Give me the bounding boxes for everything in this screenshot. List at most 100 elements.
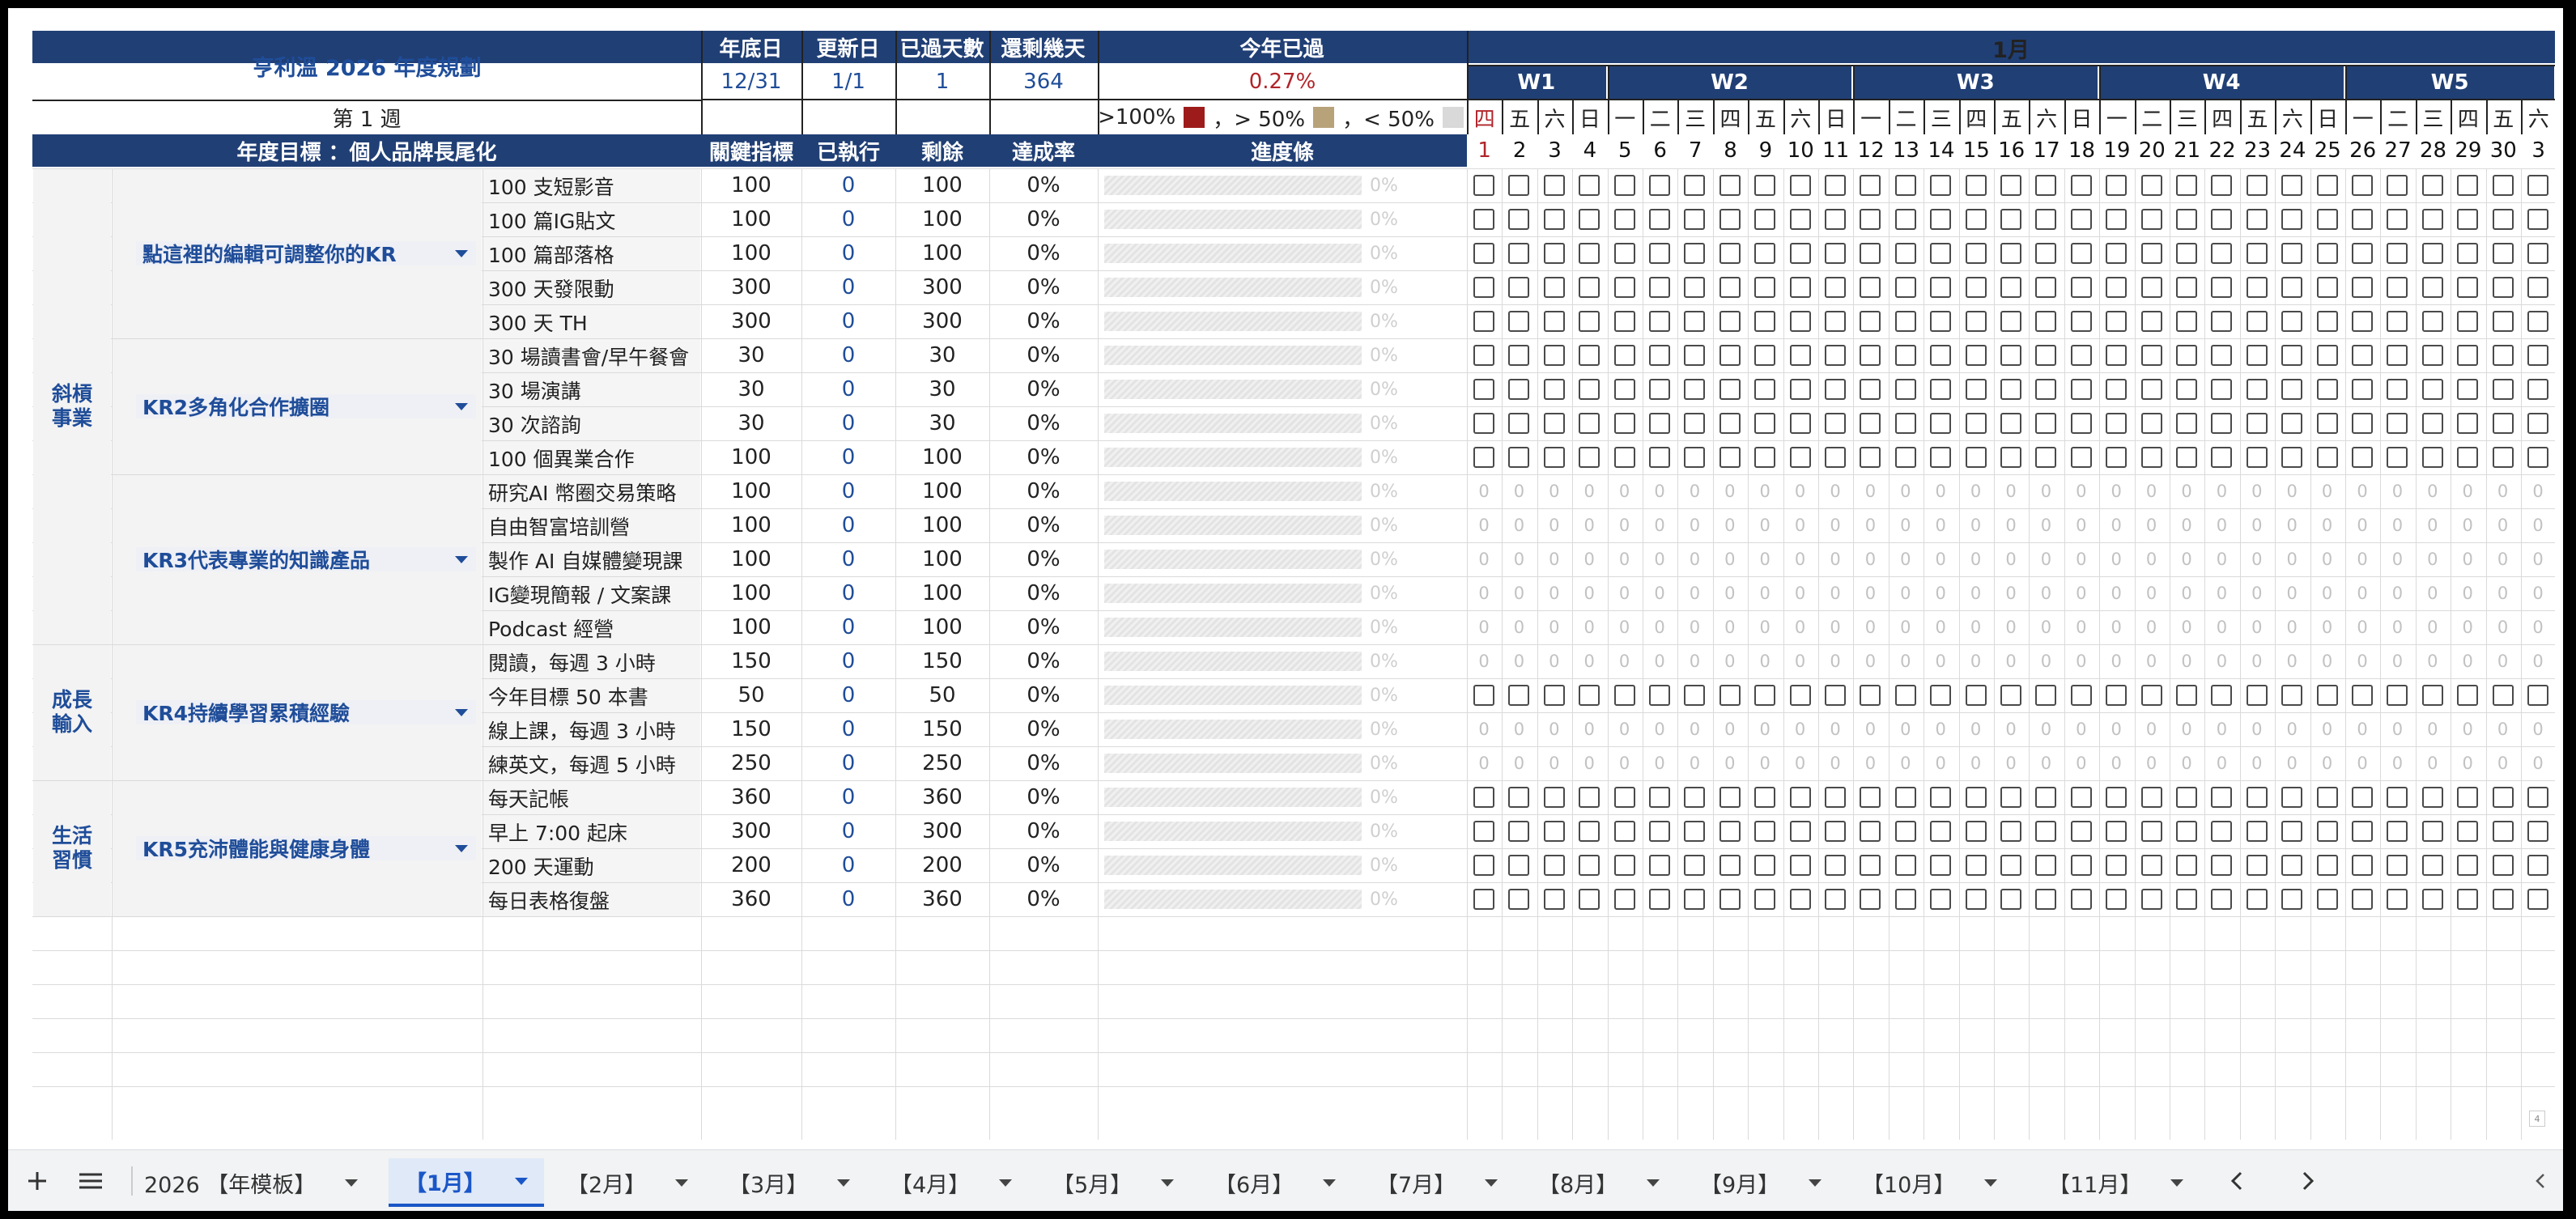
day-value[interactable]: 0 xyxy=(2005,652,2017,671)
day-checkbox[interactable] xyxy=(2176,277,2197,298)
day-value[interactable]: 0 xyxy=(2427,482,2438,501)
day-checkbox[interactable] xyxy=(1613,413,1635,434)
day-checkbox[interactable] xyxy=(2176,821,2197,842)
day-value[interactable]: 0 xyxy=(1513,584,1525,603)
day-value[interactable]: 0 xyxy=(1689,720,1701,739)
day-checkbox[interactable] xyxy=(2421,447,2443,468)
day-value[interactable]: 0 xyxy=(1724,754,1736,773)
day-checkbox[interactable] xyxy=(1965,175,1987,196)
day-value[interactable]: 0 xyxy=(2111,516,2122,535)
day-checkbox[interactable] xyxy=(1860,889,1881,910)
day-value[interactable]: 0 xyxy=(2532,754,2544,773)
day-checkbox[interactable] xyxy=(1894,379,1916,400)
day-checkbox[interactable] xyxy=(2387,277,2408,298)
day-checkbox[interactable] xyxy=(2035,889,2057,910)
day-checkbox[interactable] xyxy=(2316,379,2338,400)
day-checkbox[interactable] xyxy=(1789,787,1811,808)
day-value[interactable]: 0 xyxy=(1864,516,1877,535)
day-checkbox[interactable] xyxy=(2106,379,2128,400)
day-value[interactable]: 0 xyxy=(2145,482,2157,501)
day-checkbox[interactable] xyxy=(2316,413,2338,434)
chevron-down-icon[interactable] xyxy=(455,402,468,410)
day-checkbox[interactable] xyxy=(1894,311,1916,332)
day-checkbox[interactable] xyxy=(1473,379,1494,400)
day-checkbox[interactable] xyxy=(1613,345,1635,366)
day-checkbox[interactable] xyxy=(1473,243,1494,264)
day-checkbox[interactable] xyxy=(2457,243,2479,264)
day-checkbox[interactable] xyxy=(1613,821,1635,842)
day-checkbox[interactable] xyxy=(1719,311,1741,332)
day-value[interactable]: 0 xyxy=(2145,550,2157,569)
day-checkbox[interactable] xyxy=(1684,345,1706,366)
day-value[interactable]: 0 xyxy=(2005,618,2017,637)
day-checkbox[interactable] xyxy=(1965,821,1987,842)
day-checkbox[interactable] xyxy=(2281,447,2303,468)
item-done[interactable]: 0 xyxy=(841,241,856,265)
day-value[interactable]: 0 xyxy=(2532,720,2544,739)
day-checkbox[interactable] xyxy=(2457,345,2479,366)
day-value[interactable]: 0 xyxy=(2216,516,2228,535)
day-value[interactable]: 0 xyxy=(1618,754,1630,773)
day-checkbox[interactable] xyxy=(2457,379,2479,400)
day-value[interactable]: 0 xyxy=(2391,550,2404,569)
day-checkbox[interactable] xyxy=(1825,345,1846,366)
day-checkbox[interactable] xyxy=(2140,209,2162,230)
day-checkbox[interactable] xyxy=(1754,447,1776,468)
day-checkbox[interactable] xyxy=(1930,787,1952,808)
day-checkbox[interactable] xyxy=(2387,175,2408,196)
day-value[interactable]: 0 xyxy=(2251,516,2263,535)
day-value[interactable]: 0 xyxy=(1654,754,1665,773)
day-checkbox[interactable] xyxy=(1965,855,1987,876)
day-checkbox[interactable] xyxy=(2352,787,2373,808)
day-checkbox[interactable] xyxy=(2457,685,2479,706)
day-checkbox[interactable] xyxy=(1508,821,1530,842)
day-checkbox[interactable] xyxy=(2527,277,2548,298)
day-checkbox[interactable] xyxy=(2211,345,2233,366)
day-value[interactable]: 0 xyxy=(2076,618,2087,637)
day-checkbox[interactable] xyxy=(1543,311,1565,332)
day-checkbox[interactable] xyxy=(1613,855,1635,876)
day-checkbox[interactable] xyxy=(2035,821,2057,842)
day-value[interactable]: 0 xyxy=(2216,720,2228,739)
day-checkbox[interactable] xyxy=(1579,447,1600,468)
day-checkbox[interactable] xyxy=(1965,787,1987,808)
item-done[interactable]: 0 xyxy=(841,887,856,911)
day-value[interactable]: 0 xyxy=(1549,516,1560,535)
day-checkbox[interactable] xyxy=(1930,889,1952,910)
day-checkbox[interactable] xyxy=(2316,209,2338,230)
day-value[interactable]: 0 xyxy=(1618,618,1630,637)
day-value[interactable]: 0 xyxy=(1794,652,1806,671)
day-checkbox[interactable] xyxy=(2035,311,2057,332)
day-checkbox[interactable] xyxy=(2211,311,2233,332)
sheet-tab[interactable]: 【10月】 xyxy=(1862,1158,1998,1207)
day-checkbox[interactable] xyxy=(1649,209,1670,230)
day-checkbox[interactable] xyxy=(2035,209,2057,230)
day-checkbox[interactable] xyxy=(2492,277,2514,298)
day-checkbox[interactable] xyxy=(2421,311,2443,332)
day-checkbox[interactable] xyxy=(1754,787,1776,808)
day-checkbox[interactable] xyxy=(2211,821,2233,842)
day-value[interactable]: 0 xyxy=(1618,516,1630,535)
day-checkbox[interactable] xyxy=(1649,345,1670,366)
day-value[interactable]: 0 xyxy=(1478,652,1490,671)
day-checkbox[interactable] xyxy=(1613,379,1635,400)
day-value[interactable]: 0 xyxy=(2391,516,2404,535)
day-value[interactable]: 0 xyxy=(2005,516,2017,535)
day-checkbox[interactable] xyxy=(2246,447,2268,468)
chevron-down-icon[interactable] xyxy=(1161,1179,1175,1187)
day-checkbox[interactable] xyxy=(1508,855,1530,876)
day-value[interactable]: 0 xyxy=(1759,652,1770,671)
day-checkbox[interactable] xyxy=(1613,311,1635,332)
day-checkbox[interactable] xyxy=(2246,243,2268,264)
day-checkbox[interactable] xyxy=(2316,685,2338,706)
day-checkbox[interactable] xyxy=(2281,787,2303,808)
sheet-tab[interactable]: 【4月】 xyxy=(891,1158,1013,1207)
day-value[interactable]: 0 xyxy=(1970,720,1982,739)
day-value[interactable]: 0 xyxy=(1830,652,1841,671)
kr-dropdown[interactable]: KR4持續學習累積經驗 xyxy=(136,700,476,725)
day-value[interactable]: 0 xyxy=(2076,516,2087,535)
day-checkbox[interactable] xyxy=(1825,243,1846,264)
day-checkbox[interactable] xyxy=(2421,379,2443,400)
day-value[interactable]: 0 xyxy=(1935,618,1946,637)
day-value[interactable]: 0 xyxy=(2216,584,2228,603)
